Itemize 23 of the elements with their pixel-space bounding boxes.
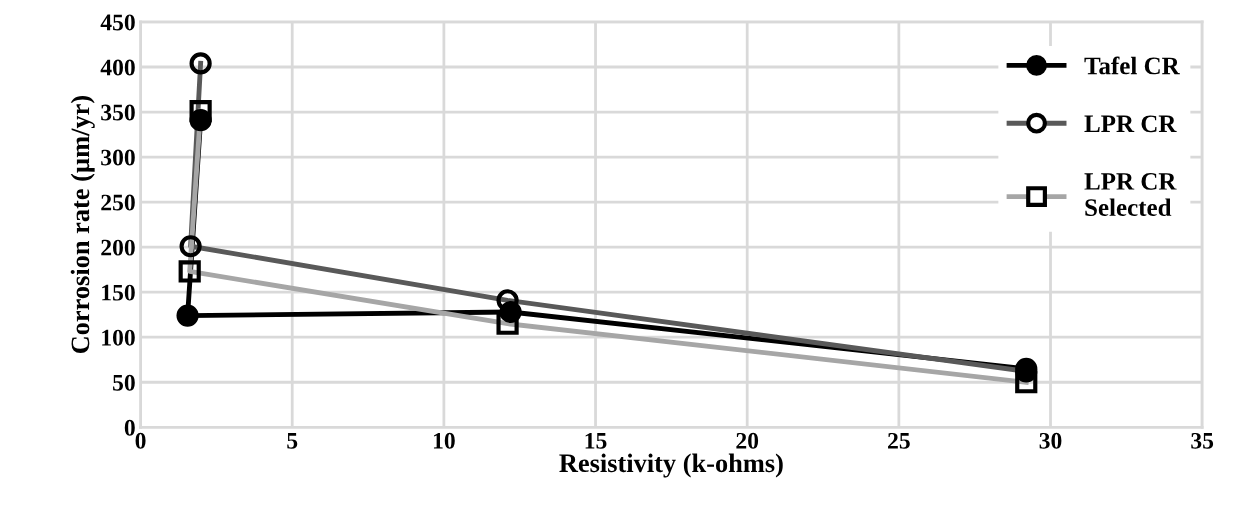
y-tick-label: 0 bbox=[124, 419, 135, 436]
x-tick-label: 20 bbox=[736, 432, 759, 449]
y-axis-title: Corrosion rate (µm/yr) bbox=[70, 96, 95, 354]
legend-label: LPR CR Selected bbox=[1084, 173, 1177, 217]
x-tick-label: 10 bbox=[433, 432, 455, 449]
y-tick-label: 300 bbox=[101, 149, 135, 166]
y-tick-label: 100 bbox=[102, 329, 135, 346]
y-tick-label: 50 bbox=[113, 374, 135, 391]
x-tick-label: 25 bbox=[888, 432, 910, 449]
y-tick-label: 350 bbox=[101, 104, 135, 121]
legend-label: Tafel CR bbox=[1084, 56, 1180, 75]
y-tick-label: 450 bbox=[100, 14, 135, 31]
x-tick-label: 15 bbox=[585, 432, 607, 449]
y-tick-label: 250 bbox=[101, 194, 135, 211]
y-tick-label: 200 bbox=[101, 239, 135, 256]
y-tick-label: 400 bbox=[100, 59, 135, 76]
x-tick-label: 5 bbox=[287, 433, 298, 449]
x-axis-title: Resistivity (k-ohms) bbox=[559, 453, 783, 478]
x-tick-label: 35 bbox=[1191, 432, 1214, 449]
x-tick-label: 30 bbox=[1039, 432, 1062, 449]
legend-label: LPR CR bbox=[1084, 115, 1177, 133]
x-tick-label: 0 bbox=[135, 432, 146, 449]
y-tick-label: 150 bbox=[102, 284, 135, 301]
